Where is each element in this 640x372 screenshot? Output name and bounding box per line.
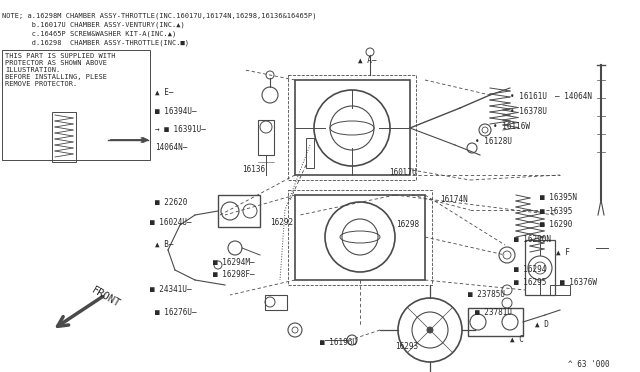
Text: ■ 23781U: ■ 23781U (475, 308, 512, 317)
Bar (468, 308, 523, 336)
Text: ■ 16024U—: ■ 16024U— (150, 218, 191, 227)
Text: ■ 16290: ■ 16290 (540, 220, 572, 229)
Bar (295, 80, 410, 175)
Bar (258, 120, 274, 155)
Text: • 16378U: • 16378U (510, 107, 547, 116)
Circle shape (427, 327, 433, 333)
Text: ■ 16395: ■ 16395 (540, 207, 572, 216)
Text: b.16017U CHAMBER ASSY-VENTURY(INC.▲): b.16017U CHAMBER ASSY-VENTURY(INC.▲) (2, 21, 185, 28)
Text: ■ 16394U—: ■ 16394U— (155, 107, 196, 116)
Bar (525, 240, 555, 295)
Text: 16136: 16136 (242, 165, 265, 174)
Text: • 16161U: • 16161U (510, 92, 547, 101)
Bar (288, 75, 416, 180)
Text: ▲ C: ▲ C (510, 335, 524, 344)
Bar (288, 190, 432, 285)
Text: ■ 22620: ■ 22620 (155, 198, 188, 207)
Text: ■ 16295: ■ 16295 (514, 278, 547, 287)
Text: ■ 24341U—: ■ 24341U— (150, 285, 191, 294)
Text: THIS PART IS SUPPLIED WITH
PROTECTOR AS SHOWN ABOVE
ILLUSTRATION.
BEFORE INSTALL: THIS PART IS SUPPLIED WITH PROTECTOR AS … (5, 53, 115, 87)
Text: 16292: 16292 (270, 218, 293, 227)
Text: ■ 23785U: ■ 23785U (468, 290, 505, 299)
Text: • 16128U: • 16128U (475, 137, 512, 146)
Bar (218, 195, 260, 227)
Text: ■ 16395N: ■ 16395N (540, 193, 577, 202)
Text: ▲ E—: ▲ E— (155, 88, 173, 97)
Text: ▲ D: ▲ D (535, 320, 549, 329)
Bar (52, 112, 76, 162)
Text: 14064N—: 14064N— (155, 143, 188, 152)
Text: d.16298  CHAMBER ASSY-THROTTLE(INC.■): d.16298 CHAMBER ASSY-THROTTLE(INC.■) (2, 39, 189, 45)
Text: — 14064N: — 14064N (555, 92, 592, 101)
Text: 16293: 16293 (395, 342, 418, 351)
Text: ■ 16196U: ■ 16196U (320, 338, 357, 347)
Text: ■ 16376W: ■ 16376W (560, 278, 597, 287)
Text: ^ 63 '000: ^ 63 '000 (568, 360, 610, 369)
Text: 16298: 16298 (396, 220, 419, 229)
Text: → ■ 16391U—: → ■ 16391U— (155, 125, 206, 134)
Bar (550, 285, 570, 295)
Text: ■ 16294M—: ■ 16294M— (213, 258, 255, 267)
Text: 160l7U: 160l7U (389, 168, 417, 177)
Text: 16174N: 16174N (440, 195, 468, 204)
Text: • 16116W: • 16116W (493, 122, 530, 131)
Text: NOTE; a.16298M CHAMBER ASSY-THROTTLE(INC.16017U,16174N,16298,16136&16465P): NOTE; a.16298M CHAMBER ASSY-THROTTLE(INC… (2, 12, 317, 19)
Bar (295, 195, 425, 280)
Text: c.16465P SCREW&WASHER KIT-A(INC.▲): c.16465P SCREW&WASHER KIT-A(INC.▲) (2, 30, 176, 36)
Bar (265, 295, 287, 310)
Text: FRONT: FRONT (90, 285, 122, 309)
Text: ■ 16276U—: ■ 16276U— (155, 308, 196, 317)
Bar (306, 138, 314, 168)
Text: ▲ A—: ▲ A— (358, 56, 376, 65)
Text: ■ 16290N: ■ 16290N (514, 235, 551, 244)
Text: ■ 16298F—: ■ 16298F— (213, 270, 255, 279)
Text: ■ 16294: ■ 16294 (514, 265, 547, 274)
Text: ▲ B—: ▲ B— (155, 240, 173, 249)
Text: ▲ F: ▲ F (556, 248, 570, 257)
Bar (2, 50, 150, 160)
